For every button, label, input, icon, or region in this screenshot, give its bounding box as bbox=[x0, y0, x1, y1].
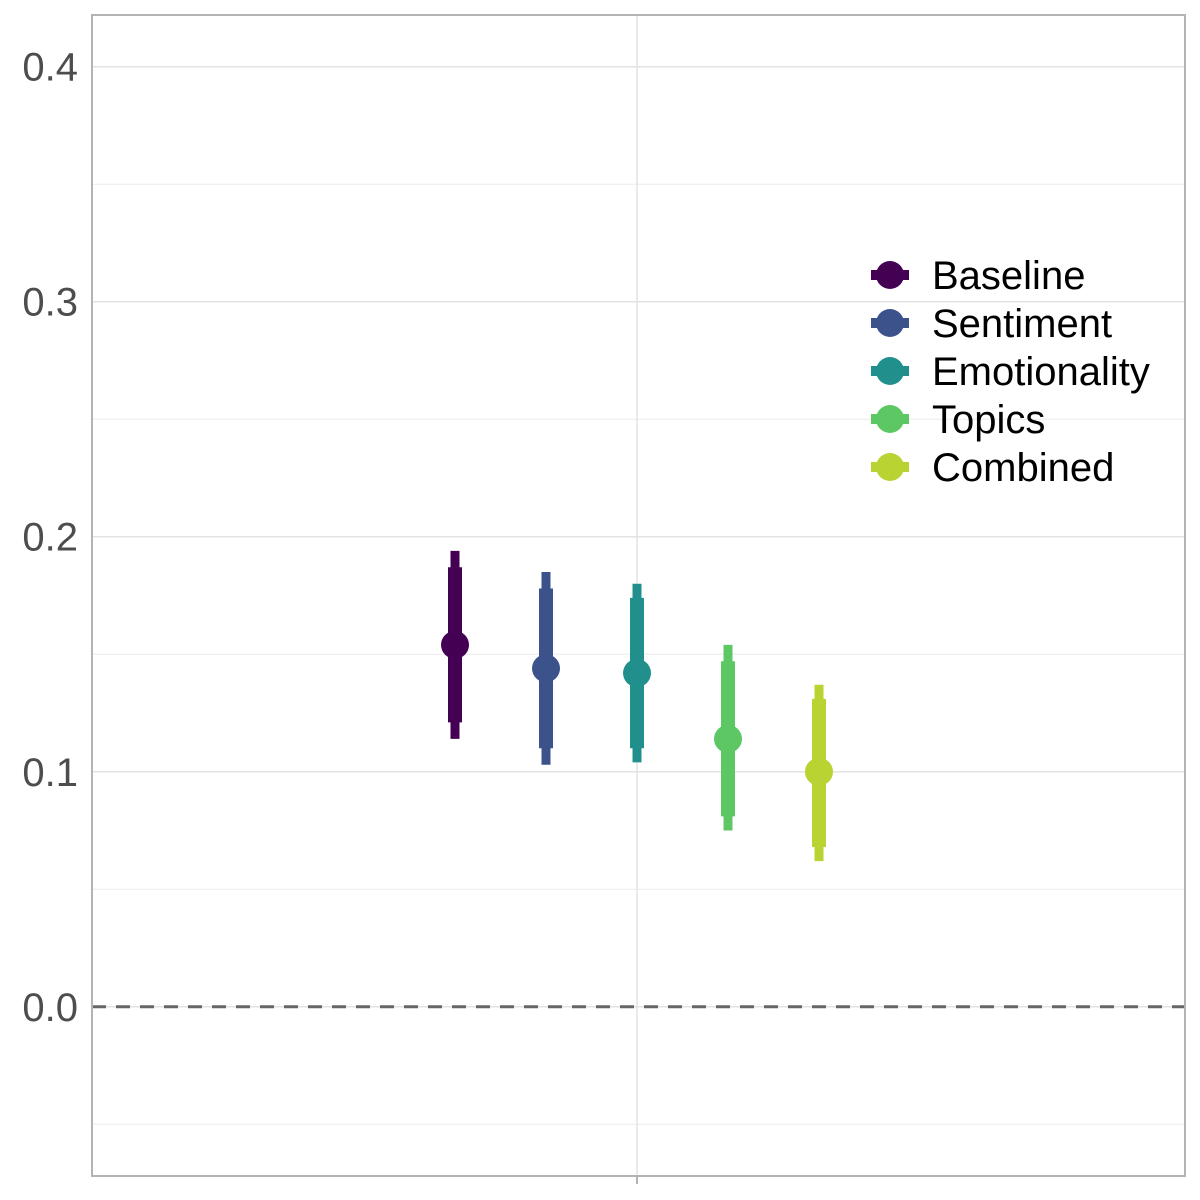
point-estimate bbox=[805, 757, 833, 786]
point-estimate bbox=[714, 724, 742, 753]
series-emotionality bbox=[623, 583, 651, 763]
series-baseline bbox=[441, 550, 469, 739]
legend-item-emotionality: Emotionality bbox=[871, 350, 1150, 394]
point-estimate bbox=[441, 630, 469, 659]
y-tick-label: 0.4 bbox=[22, 46, 78, 90]
series-sentiment bbox=[532, 571, 560, 765]
y-axis: 0.0 0.1 0.2 0.3 0.4 bbox=[22, 46, 638, 1184]
legend-item-topics: Topics bbox=[871, 398, 1045, 442]
panel-border bbox=[91, 14, 1186, 1177]
legend: BaselineSentimentEmotionalityTopicsCombi… bbox=[871, 254, 1150, 490]
legend-label: Sentiment bbox=[932, 302, 1112, 346]
legend-key-point bbox=[876, 453, 904, 481]
legend-key-point bbox=[876, 405, 904, 433]
y-tick-label: 0.2 bbox=[22, 516, 78, 560]
grid bbox=[92, 15, 1185, 1176]
y-tick-label: 0.0 bbox=[22, 986, 78, 1030]
legend-key-point bbox=[876, 309, 904, 337]
point-estimate bbox=[623, 659, 651, 688]
point-estimate bbox=[532, 654, 560, 683]
legend-item-sentiment: Sentiment bbox=[871, 302, 1112, 346]
legend-item-combined: Combined bbox=[871, 446, 1114, 490]
legend-key-point bbox=[876, 261, 904, 289]
legend-item-baseline: Baseline bbox=[871, 254, 1085, 298]
series-combined bbox=[805, 684, 833, 862]
legend-label: Combined bbox=[932, 446, 1114, 490]
series-topics bbox=[714, 644, 742, 831]
legend-label: Emotionality bbox=[932, 350, 1150, 394]
legend-key-point bbox=[876, 357, 904, 385]
legend-label: Baseline bbox=[932, 254, 1085, 298]
y-tick-label: 0.1 bbox=[22, 751, 78, 795]
legend-label: Topics bbox=[932, 398, 1045, 442]
series-marks bbox=[441, 550, 833, 862]
y-tick-label: 0.3 bbox=[22, 281, 78, 325]
